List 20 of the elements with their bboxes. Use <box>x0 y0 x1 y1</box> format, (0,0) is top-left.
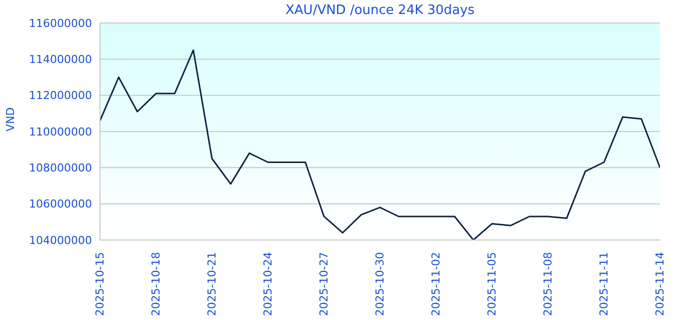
x-tick-label: 2025-11-05 <box>486 252 498 316</box>
x-tick-label: 2025-11-02 <box>430 252 442 316</box>
y-tick-label: 112000000 <box>29 89 92 102</box>
y-tick-label: 116000000 <box>29 16 92 30</box>
x-tick-label: 2025-10-30 <box>374 252 386 316</box>
y-tick-label: 106000000 <box>29 198 92 211</box>
x-tick-label: 2025-11-11 <box>598 252 610 316</box>
y-tick-label: 104000000 <box>29 234 92 247</box>
y-tick-label: 110000000 <box>29 125 92 138</box>
y-tick-label: 114000000 <box>29 53 92 66</box>
x-tick-label: 2025-10-18 <box>150 252 162 316</box>
x-tick-label: 2025-10-24 <box>262 252 274 316</box>
y-axis-title: VND <box>4 107 17 132</box>
x-tick-label: 2025-10-21 <box>206 252 218 316</box>
x-tick-label: 2025-11-08 <box>542 252 554 316</box>
x-tick-label: 2025-10-27 <box>318 252 330 316</box>
chart-title: XAU/VND /ounce 24K 30days <box>284 3 476 18</box>
x-tick-label: 2025-11-14 <box>654 252 666 316</box>
x-tick-label: 2025-10-15 <box>94 252 106 316</box>
y-tick-label: 108000000 <box>29 162 92 175</box>
